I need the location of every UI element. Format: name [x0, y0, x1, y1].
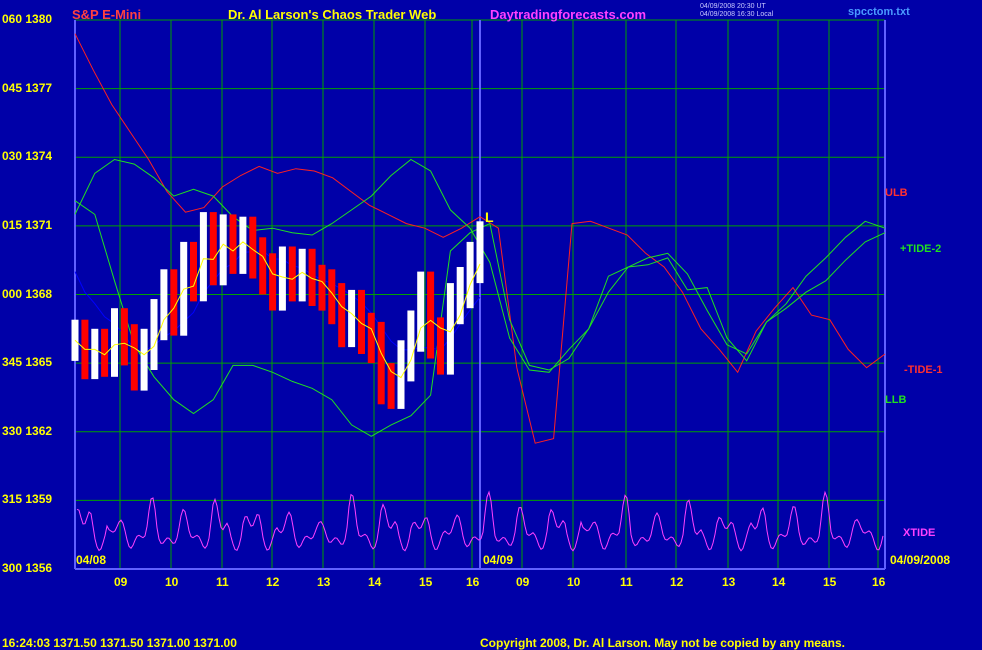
- end-date-label: 04/09/2008: [890, 553, 951, 567]
- price-bar: [427, 271, 435, 359]
- price-bar: [209, 212, 217, 286]
- ulb-line: [74, 33, 886, 444]
- price-bar: [308, 248, 316, 306]
- x-tick-label: 13: [317, 575, 331, 589]
- start-date-label: 04/08: [76, 553, 107, 567]
- price-bar: [328, 269, 336, 325]
- x-tick-label: 15: [823, 575, 837, 589]
- price-bar: [130, 324, 138, 391]
- llb-label: LLB: [885, 394, 907, 406]
- symbol-label: S&P E-Mini: [72, 7, 142, 22]
- price-bar: [140, 328, 148, 391]
- data-file-label: spcctom.txt: [848, 6, 910, 18]
- price-bar: [120, 308, 128, 366]
- price-bar: [338, 283, 346, 348]
- price-bar: [111, 308, 118, 377]
- x-tick-label: 10: [567, 575, 581, 589]
- price-bar: [466, 241, 474, 309]
- chart-title: Dr. Al Larson's Chaos Trader Web: [228, 7, 437, 22]
- y-tick-label: 000 1368: [2, 287, 53, 301]
- y-tick-label: 315 1359: [2, 492, 53, 506]
- price-bar: [199, 212, 207, 302]
- plot-area: [71, 33, 886, 552]
- y-tick-label: 045 1377: [2, 81, 53, 95]
- price-bar: [219, 214, 227, 286]
- price-bar: [476, 221, 484, 284]
- x-tick-label: 12: [266, 575, 280, 589]
- price-bar: [437, 317, 444, 375]
- y-tick-label: 330 1362: [2, 424, 53, 438]
- price-bar: [229, 214, 237, 274]
- x-tick-label: 16: [872, 575, 886, 589]
- last-quote: 16:24:03 1371.50 1371.50 1371.00 1371.00: [2, 636, 237, 650]
- x-tick-label: 11: [216, 575, 229, 589]
- copyright-notice: Copyright 2008, Dr. Al Larson. May not b…: [480, 636, 845, 650]
- price-bar: [101, 328, 109, 377]
- y-tick-label: 300 1356: [2, 561, 53, 575]
- price-bar: [91, 328, 99, 380]
- y-tick-label: 030 1374: [2, 149, 53, 163]
- x-tick-label: 13: [722, 575, 736, 589]
- ulb-label: ULB: [885, 187, 908, 199]
- price-bar: [269, 253, 277, 311]
- price-bar: [298, 248, 306, 302]
- mid-date-label: 04/09: [483, 553, 514, 567]
- price-bar: [318, 264, 326, 311]
- price-bar: [397, 340, 405, 409]
- xtide-line: [76, 490, 884, 552]
- price-bar: [288, 246, 296, 302]
- price-bar: [348, 289, 356, 348]
- site-link[interactable]: Daytradingforecasts.com: [490, 7, 647, 22]
- x-tick-label: 11: [620, 575, 633, 589]
- x-tick-label: 09: [516, 575, 530, 589]
- price-bar: [259, 237, 267, 295]
- forecast-marker: L: [485, 209, 494, 225]
- price-bar: [456, 267, 464, 325]
- price-bar: [278, 246, 286, 311]
- x-tick-label: 14: [772, 575, 786, 589]
- xtide-label: XTIDE: [903, 527, 936, 539]
- x-tick-label: 15: [419, 575, 433, 589]
- y-tick-label: 345 1365: [2, 355, 53, 369]
- timestamp-local: 04/09/2008 16:30 Local: [700, 11, 774, 18]
- price-bar: [367, 312, 375, 364]
- price-bar: [160, 269, 168, 341]
- price-bar: [239, 216, 247, 274]
- price-bar: [150, 299, 158, 370]
- x-tick-label: 12: [670, 575, 684, 589]
- tide2-label: +TIDE-2: [900, 243, 942, 255]
- price-bar: [377, 321, 385, 405]
- price-bar: [249, 216, 257, 279]
- tide1-label: -TIDE-1: [904, 364, 943, 376]
- y-tick-label: 015 1371: [2, 218, 53, 232]
- fast-ma-line: [74, 241, 481, 379]
- price-bar: [446, 283, 454, 375]
- price-bar: [407, 310, 415, 382]
- x-tick-label: 10: [165, 575, 179, 589]
- price-bar: [417, 271, 425, 352]
- price-bar: [387, 363, 395, 409]
- timestamp-ut: 04/09/2008 20:30 UT: [700, 3, 766, 10]
- x-tick-label: 14: [368, 575, 382, 589]
- price-bar: [190, 241, 197, 302]
- price-bar: [170, 269, 178, 336]
- x-tick-label: 09: [114, 575, 128, 589]
- y-tick-label: 060 1380: [2, 12, 53, 26]
- price-bar: [358, 289, 365, 354]
- x-tick-label: 16: [466, 575, 480, 589]
